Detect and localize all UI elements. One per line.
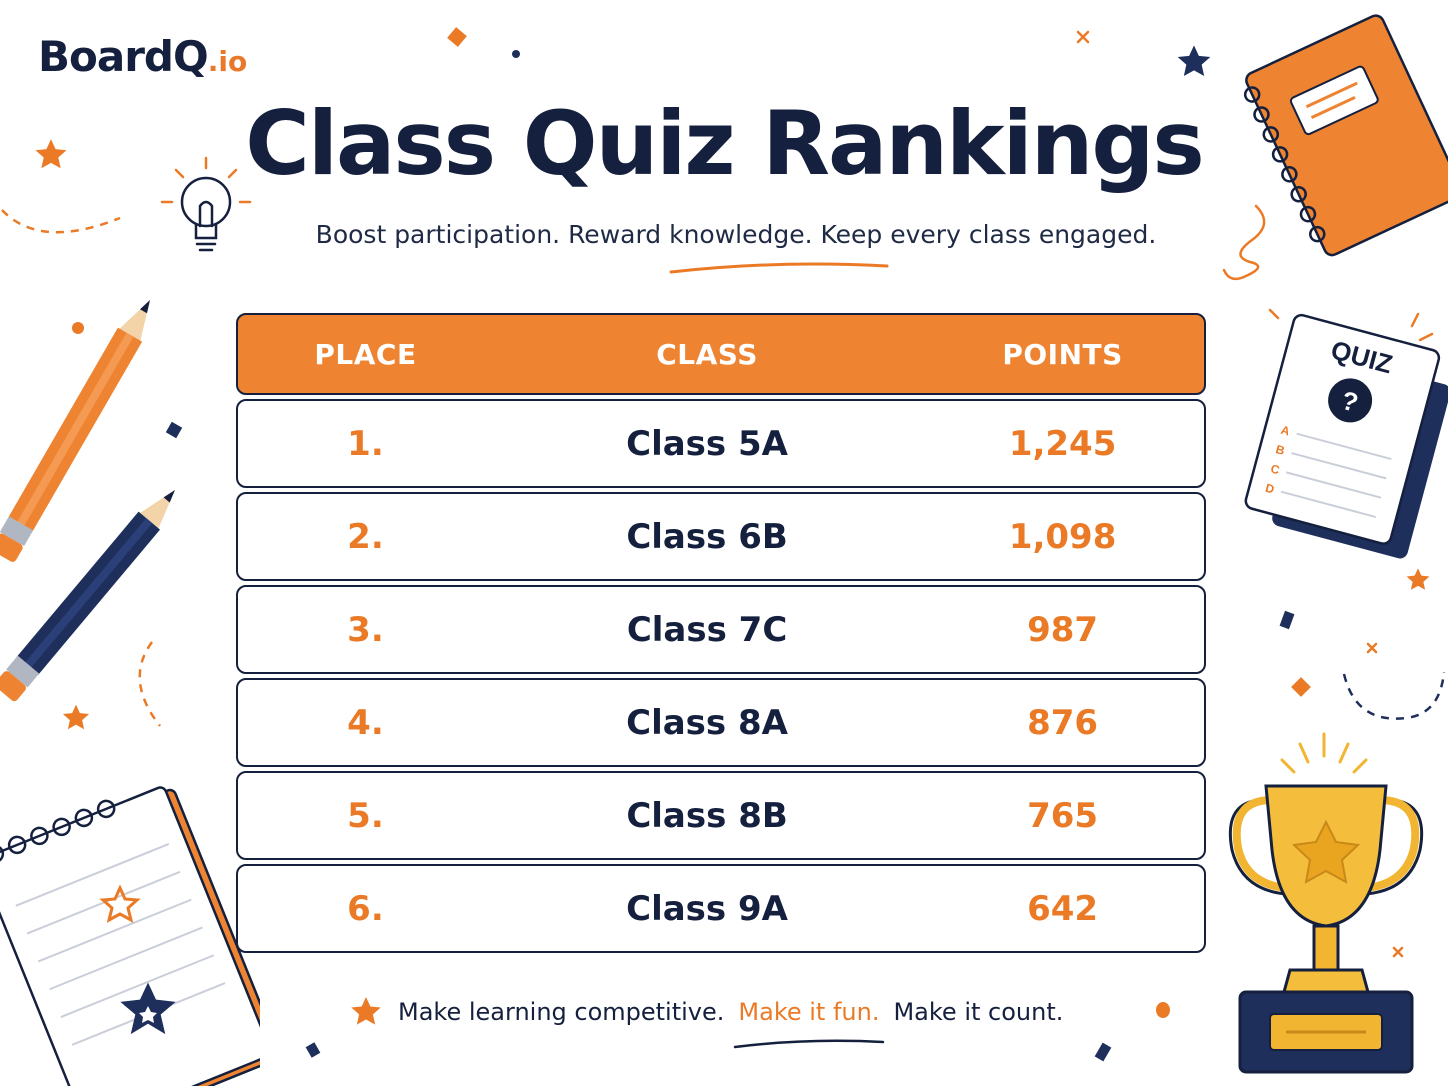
table-row[interactable]: 4. Class 8A 876 [236,678,1206,767]
confetti [1291,677,1311,697]
quiz-option: D [1264,481,1276,497]
rankings-table: PLACE CLASS POINTS 1. Class 5A 1,245 2. … [236,313,1206,957]
cross-icon [1076,30,1090,44]
page-title: Class Quiz Rankings [245,92,1205,195]
squiggle [1222,204,1266,281]
header-place: PLACE [314,337,417,371]
row-place: 2. [347,516,384,557]
row-class: Class 7C [626,609,788,650]
row-place: 4. [347,702,384,743]
star-icon [35,139,67,169]
cross-icon [1392,946,1404,958]
row-class: Class 5A [626,423,788,464]
trophy-icon [1228,732,1424,1074]
pencils-illustration [0,300,175,702]
quiz-symbol: ? [1338,385,1361,418]
brand-suffix: .io [207,45,248,78]
row-points: 765 [1027,795,1099,836]
star-icon [1406,568,1430,590]
footer-part3: Make it count. [893,998,1064,1026]
confetti [1094,1042,1112,1062]
row-place: 1. [347,423,384,464]
table-row[interactable]: 1. Class 5A 1,245 [236,399,1206,488]
table-row[interactable]: 3. Class 7C 987 [236,585,1206,674]
row-class: Class 6B [626,516,788,557]
table-header: PLACE CLASS POINTS [236,313,1206,395]
dashed-arc [138,641,161,727]
row-points: 876 [1027,702,1099,743]
quiz-option: B [1274,442,1286,458]
row-points: 1,098 [1008,516,1117,557]
row-points: 642 [1027,888,1099,929]
dashed-curve [1,209,121,234]
brand-name: BoardQ [38,32,209,81]
quiz-option: C [1269,461,1281,477]
header-class: CLASS [656,337,758,371]
footer-tagline: Make learning competitive. Make it fun. … [348,994,1063,1030]
row-points: 1,245 [1008,423,1117,464]
confetti [1156,1002,1170,1018]
confetti [447,27,467,47]
row-points: 987 [1027,609,1099,650]
row-class: Class 9A [626,888,788,929]
star-icon [62,704,90,730]
row-place: 6. [347,888,384,929]
lightbulb-icon [160,156,252,252]
table-row[interactable]: 2. Class 6B 1,098 [236,492,1206,581]
star-icon [351,997,381,1025]
quiz-option: A [1279,423,1291,439]
footer-part1: Make learning competitive. [398,998,725,1026]
row-place: 5. [347,795,384,836]
table-row[interactable]: 5. Class 8B 765 [236,771,1206,860]
notebook-illustration [1243,14,1448,257]
table-row[interactable]: 6. Class 9A 642 [236,864,1206,953]
star-icon [1177,45,1211,76]
confetti [305,1042,321,1058]
row-place: 3. [347,609,384,650]
footer-underline [733,1039,885,1049]
confetti [72,322,84,334]
row-class: Class 8B [626,795,788,836]
cross-icon [1366,642,1378,654]
quiz-card-illustration: QUIZ ? A B C D [1244,308,1448,559]
dashed-curve [1342,671,1446,720]
row-class: Class 8A [626,702,788,743]
confetti [512,50,520,58]
page-subtitle: Boost participation. Reward knowledge. K… [315,220,1157,249]
brand-logo[interactable]: BoardQ.io [38,32,247,81]
subtitle-underline [669,262,889,274]
confetti [1279,610,1295,630]
footer-part2: Make it fun. [738,998,880,1026]
notepad-illustration [0,786,260,1086]
header-points: POINTS [1002,337,1123,371]
